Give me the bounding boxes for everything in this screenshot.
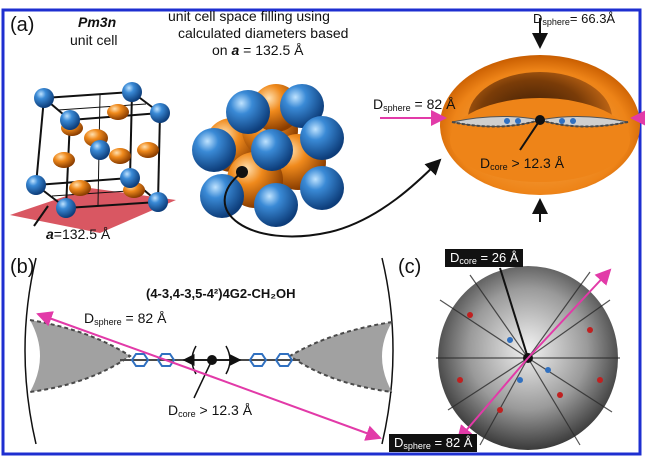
d-sphere-top-label: Dsphere= 66.3Å — [533, 11, 616, 27]
zoom-arrow — [223, 158, 442, 238]
red-base-plane — [10, 188, 176, 233]
lattice-caption: unit cell — [70, 32, 118, 48]
lattice-param-label: a=132.5 Å — [46, 226, 111, 242]
space-filling-cube-diagram — [192, 84, 442, 238]
d-sphere-side-label: Dsphere = 82 Å — [373, 96, 456, 113]
d-core-label-a: Dcore > 12.3 Å — [480, 155, 565, 172]
space-filling-caption-2: calculated diameters based — [178, 25, 349, 41]
space-filling-caption-3: on a = 132.5 Å — [212, 42, 304, 58]
d-sphere-arrow-c — [527, 268, 612, 359]
lattice-name: Pm3n — [78, 14, 117, 30]
d-sphere-arrow-b — [36, 311, 211, 377]
d-sphere-label-b: Dsphere = 82 Å — [84, 310, 167, 327]
d-sphere-label-c: Dsphere = 82 Å — [389, 434, 478, 452]
d-core-label-b: Dcore > 12.3 Å — [168, 402, 253, 419]
panel-label-c: (c) — [398, 256, 422, 278]
pm3n-unit-cell-diagram — [10, 82, 176, 233]
molecule-formula: (4-3,4-3,5-4²)4G2-CH₂OH — [146, 286, 296, 301]
sphere-cross-section-diagram — [380, 18, 645, 222]
panel-label-a: (a) — [10, 14, 35, 36]
figure-frame — [1, 8, 642, 456]
d-core-label-c: Dcore = 26 Å — [445, 249, 524, 267]
a15-sphere-blue — [26, 82, 170, 218]
dendron-molecule-diagram — [24, 257, 394, 445]
dendrimer-sphere-model — [436, 266, 620, 450]
space-filling-caption-1: unit cell space filling using — [168, 8, 330, 24]
lattice-parameter-pointer — [33, 205, 49, 227]
panel-label-b: (b) — [10, 256, 35, 278]
